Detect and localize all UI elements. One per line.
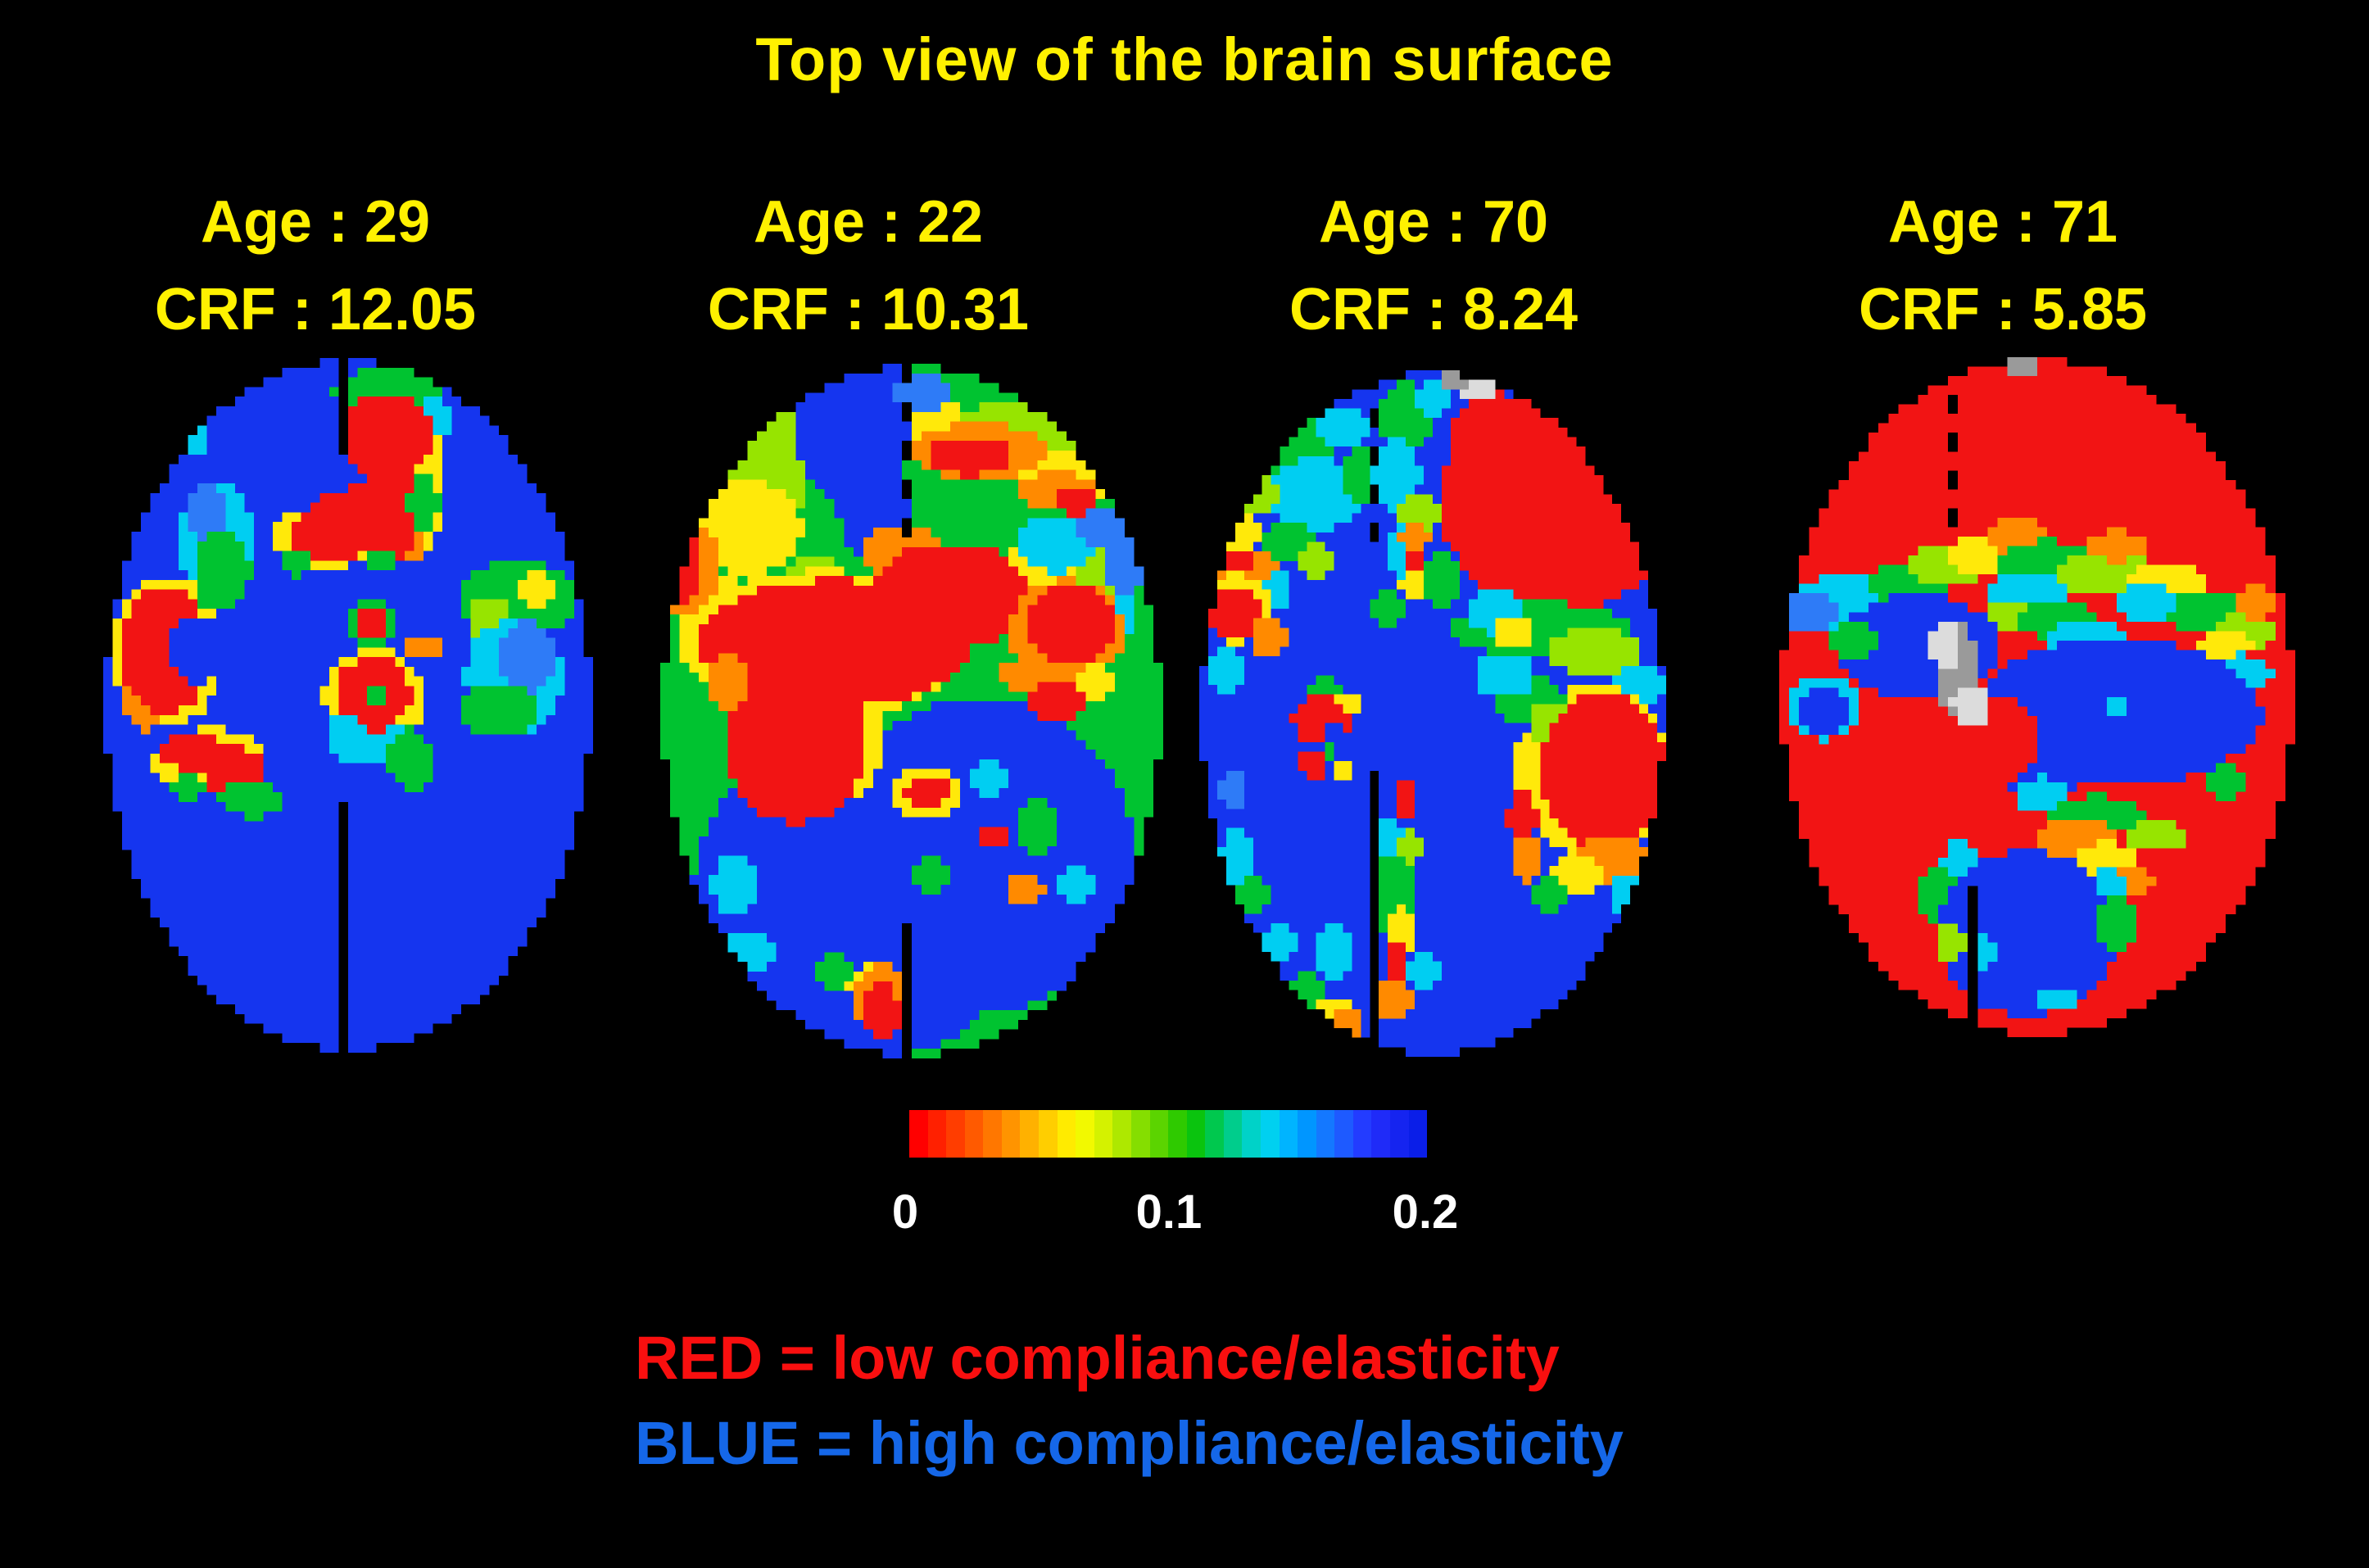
colorbar-tick-min: 0 <box>891 1185 919 1239</box>
subject-label-3: Age : 70 CRF : 8.24 <box>1180 179 1687 354</box>
crf-label: CRF : 12.05 <box>154 277 477 342</box>
colorbar-tick-max: 0.2 <box>1392 1185 1459 1239</box>
brain-map-age-29 <box>103 358 593 1053</box>
colorbar-gradient <box>909 1110 1428 1158</box>
subject-label-1: Age : 29 CRF : 12.05 <box>61 179 569 354</box>
color-legend: RED = low compliance/elasticity BLUE = h… <box>635 1316 1624 1486</box>
brain-map-age-71 <box>1779 357 2295 1037</box>
age-label: Age : 29 <box>200 189 431 255</box>
colorbar-tick-mid: 0.1 <box>1135 1185 1203 1239</box>
brain-map-age-22 <box>660 364 1163 1058</box>
age-label: Age : 22 <box>753 189 984 255</box>
crf-label: CRF : 8.24 <box>1289 277 1579 342</box>
legend-red-line: RED = low compliance/elasticity <box>635 1324 1560 1392</box>
age-label: Age : 71 <box>1887 189 2118 255</box>
legend-blue-line: BLUE = high compliance/elasticity <box>635 1409 1624 1477</box>
crf-label: CRF : 10.31 <box>707 277 1030 342</box>
subject-label-2: Age : 22 CRF : 10.31 <box>614 179 1122 354</box>
crf-label: CRF : 5.85 <box>1858 277 2148 342</box>
figure-title: Top view of the brain surface <box>755 25 1614 93</box>
subject-label-4: Age : 71 CRF : 5.85 <box>1749 179 2257 354</box>
age-label: Age : 70 <box>1318 189 1549 255</box>
brain-map-age-70 <box>1199 370 1666 1057</box>
